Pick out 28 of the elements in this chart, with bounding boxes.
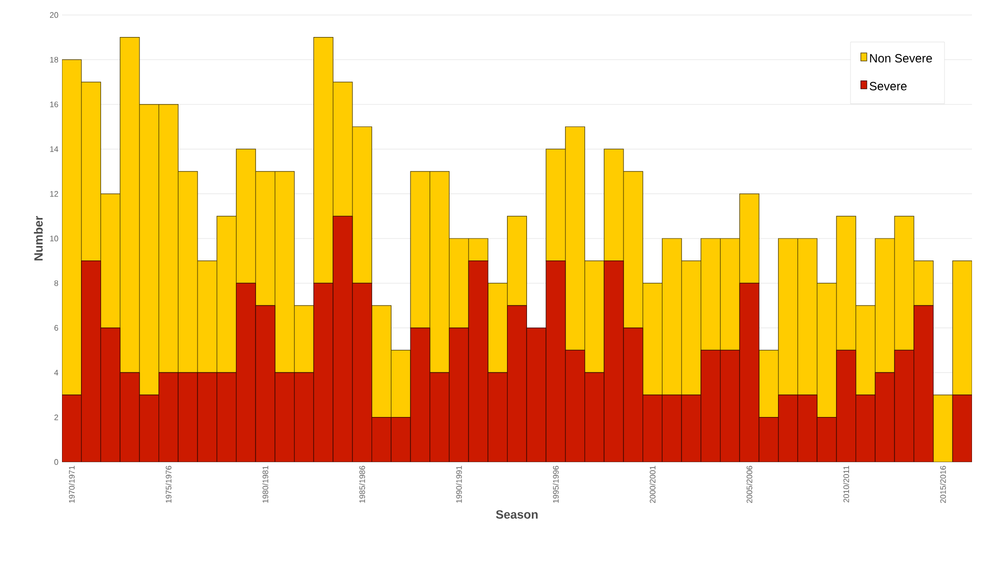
x-tick-label: 1980/1981	[262, 466, 268, 503]
x-tick-label: 1970/1971	[68, 466, 75, 503]
y-tick-label: 20	[50, 12, 58, 18]
y-tick-label: 8	[54, 280, 58, 286]
x-tick-label: 1990/1991	[456, 466, 462, 503]
y-tick-label: 12	[50, 191, 58, 197]
bar	[932, 394, 953, 462]
y-tick-label: 18	[50, 56, 58, 63]
bar	[952, 394, 972, 462]
x-tick-label: 1985/1986	[359, 466, 366, 503]
legend-label: Severe	[870, 82, 907, 90]
x-tick-label: 1995/1996	[552, 466, 559, 503]
y-tick-label: 10	[50, 236, 58, 242]
x-axis-title: Season	[496, 510, 538, 519]
x-tick-label: 2000/2001	[650, 466, 656, 503]
y-tick-label: 6	[54, 325, 58, 331]
y-tick-label: 16	[50, 102, 58, 108]
y-tick-label: 14	[50, 146, 58, 152]
x-tick-label: 2005/2006	[746, 466, 752, 503]
y-tick-label: 4	[54, 370, 58, 376]
legend-label: Non Severe	[870, 54, 932, 62]
y-axis-title: Number	[34, 216, 43, 260]
x-tick-label: 1975/1976	[166, 466, 172, 503]
y-tick-label: 2	[54, 414, 58, 420]
x-tick-label: 2015/2016	[940, 466, 946, 503]
y-tick-label: 0	[54, 459, 58, 465]
bar	[952, 260, 972, 396]
x-tick-label: 2010/2011	[843, 466, 850, 502]
